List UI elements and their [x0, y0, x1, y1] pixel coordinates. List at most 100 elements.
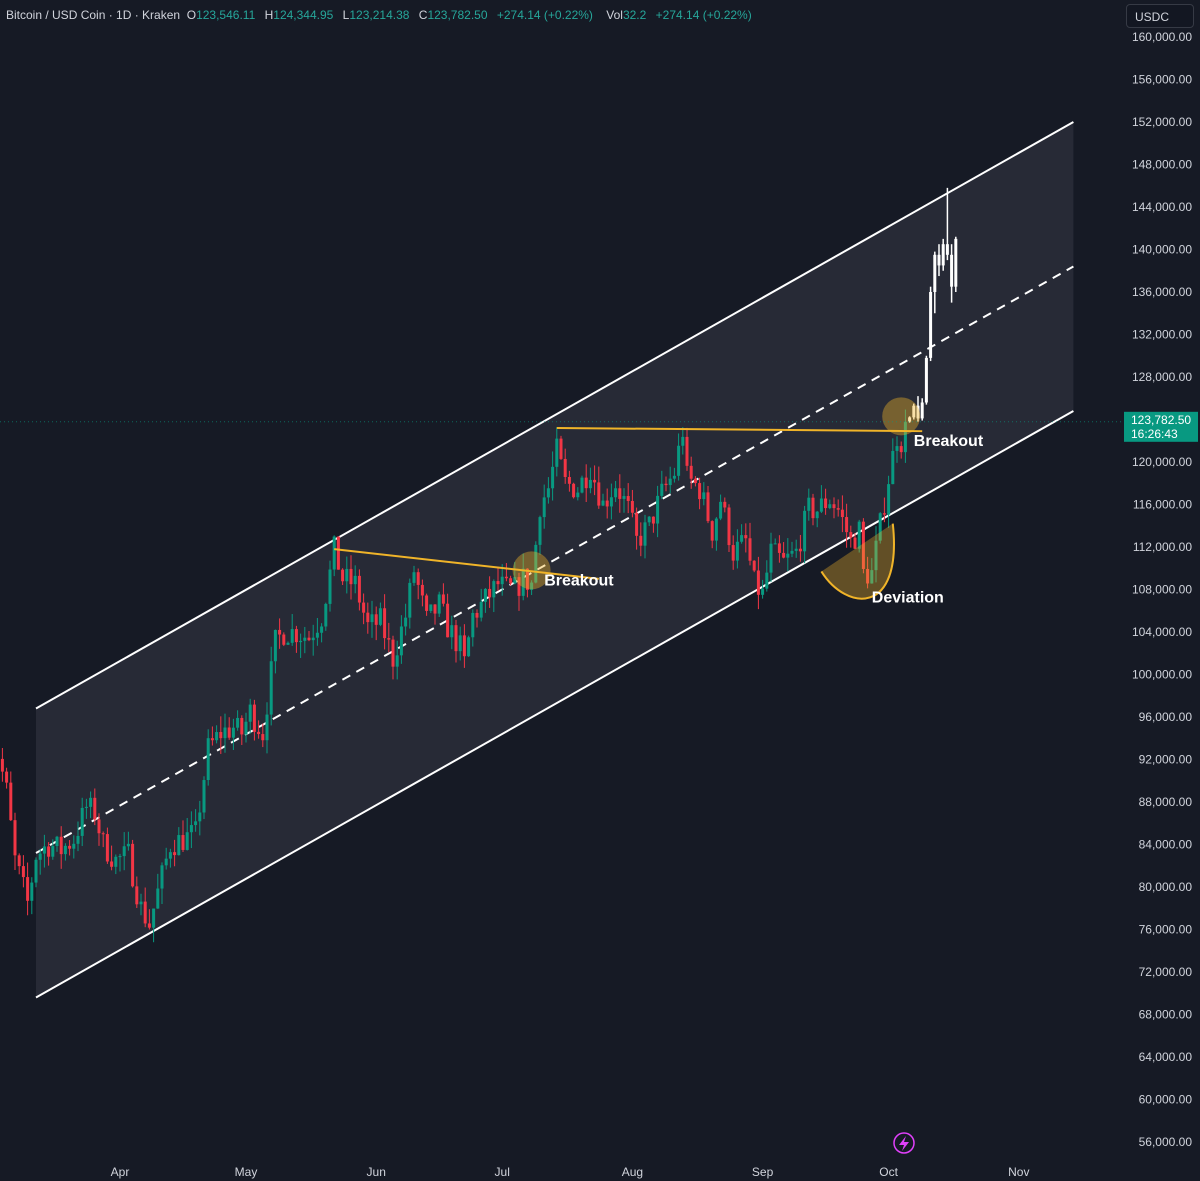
symbol-title[interactable]: Bitcoin / USD Coin · 1D · Kraken — [6, 8, 181, 22]
candle — [513, 561, 517, 585]
x-tick-label: Aug — [622, 1165, 643, 1179]
candle-body — [500, 576, 504, 585]
candle-body — [110, 861, 114, 867]
candle — [773, 538, 777, 545]
volume-label: Vol — [606, 8, 623, 22]
candle — [366, 602, 370, 634]
candle-body — [307, 637, 311, 641]
trendline — [556, 427, 923, 433]
candle — [76, 821, 80, 852]
candle-body — [853, 537, 857, 549]
candle — [845, 503, 849, 548]
candle-body — [223, 727, 227, 739]
currency-selector[interactable]: USDC — [1126, 4, 1194, 28]
candle — [68, 840, 72, 856]
candle-body — [462, 635, 466, 657]
candle — [294, 625, 298, 653]
y-tick-label: 156,000.00 — [1132, 73, 1192, 87]
candle — [349, 555, 353, 600]
candle-body — [13, 820, 17, 856]
candle-body — [303, 637, 307, 641]
candle-body — [189, 825, 193, 833]
price-axis[interactable]: 160,000.00 156,000.00 152,000.00 148,000.00… — [1132, 30, 1192, 1149]
projected-body — [912, 405, 916, 418]
candle-body — [769, 543, 773, 573]
candle — [685, 427, 689, 471]
candle-body — [383, 608, 387, 639]
candle — [240, 715, 244, 745]
lightning-icon[interactable] — [893, 1132, 915, 1154]
candle-body — [685, 436, 689, 466]
candle — [269, 646, 273, 726]
candle — [618, 474, 622, 513]
candle — [542, 484, 546, 529]
y-tick-label: 152,000.00 — [1132, 115, 1192, 129]
candle — [639, 522, 643, 557]
candle — [706, 486, 710, 524]
candle-body — [328, 569, 332, 604]
projected-candle — [933, 251, 937, 314]
candle — [509, 575, 513, 586]
projected-candle — [916, 396, 920, 422]
candle — [429, 604, 433, 614]
projected-body — [950, 254, 954, 287]
candle — [572, 482, 576, 499]
candle-body — [542, 497, 546, 518]
candle — [689, 456, 693, 489]
candle-body — [357, 575, 361, 603]
candle — [282, 632, 286, 647]
candle — [177, 827, 181, 856]
candle — [265, 702, 269, 754]
open-value: 123,546.11 — [196, 8, 256, 22]
candle-body — [857, 521, 861, 549]
candle — [425, 593, 429, 616]
candle — [223, 713, 227, 753]
candle — [30, 877, 34, 915]
candle — [378, 602, 382, 627]
candle — [26, 862, 30, 916]
candle — [441, 583, 445, 607]
projected-candle — [912, 403, 916, 420]
candle — [496, 567, 500, 591]
candle — [353, 565, 357, 594]
y-tick-label: 72,000.00 — [1139, 965, 1193, 979]
candle — [416, 568, 420, 600]
x-tick-label: Sep — [752, 1165, 774, 1179]
candle-body — [278, 629, 282, 635]
candle — [0, 747, 4, 782]
candle-body — [689, 465, 693, 479]
candle-body — [269, 661, 273, 715]
y-tick-label: 60,000.00 — [1139, 1093, 1193, 1107]
candle — [147, 909, 151, 930]
candle-body — [630, 500, 634, 513]
candle-body — [47, 846, 51, 857]
candle-body — [819, 498, 823, 512]
candle — [853, 533, 857, 550]
candle — [693, 476, 697, 487]
candle — [357, 569, 361, 611]
candle-body — [248, 704, 252, 722]
candle-body — [257, 731, 261, 735]
candle-body — [395, 655, 399, 667]
candle-body — [555, 438, 559, 467]
y-tick-label: 100,000.00 — [1132, 668, 1192, 682]
candle — [320, 623, 324, 643]
candle-body — [9, 782, 13, 821]
candle — [345, 556, 349, 594]
projection-series — [908, 187, 958, 423]
candle-body — [425, 595, 429, 611]
candle-body — [160, 865, 164, 889]
candle-body — [672, 475, 676, 479]
annotation-label: Breakout — [544, 572, 614, 589]
volume-value: 32.2 — [622, 8, 647, 22]
candle-body — [370, 614, 374, 623]
candle-body — [584, 477, 588, 489]
candle — [152, 908, 156, 943]
candle-body — [139, 901, 143, 905]
candle-body — [147, 923, 151, 928]
time-axis[interactable]: Apr May Jun Jul Aug Sep Oct Nov — [111, 1165, 1030, 1179]
candle — [299, 633, 303, 658]
candle — [93, 788, 97, 826]
candle — [681, 427, 685, 455]
